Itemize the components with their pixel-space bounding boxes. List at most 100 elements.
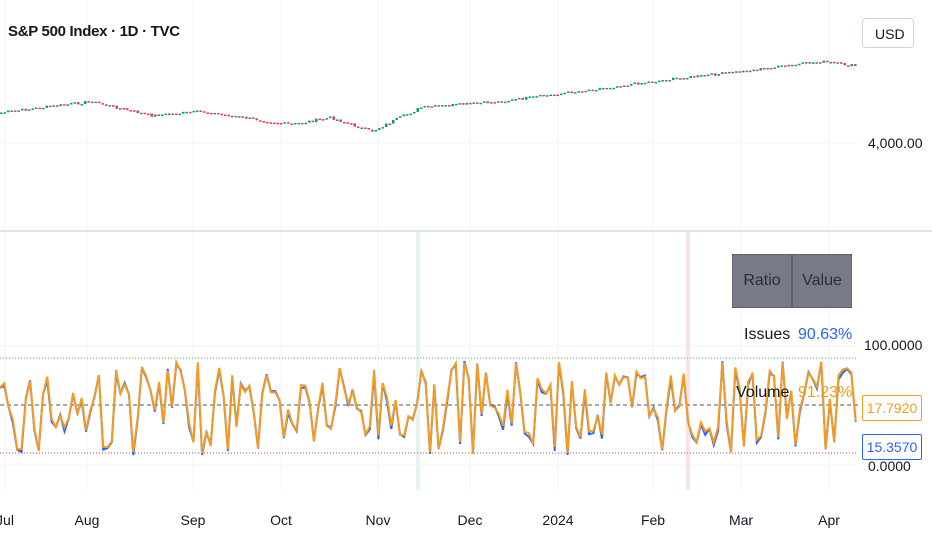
time-label: Aug <box>74 512 100 528</box>
price-candle <box>570 91 573 94</box>
price-candle <box>122 108 125 110</box>
price-candle <box>66 104 69 106</box>
price-candle <box>497 101 500 103</box>
price-candle <box>749 70 752 73</box>
price-candle <box>829 61 832 64</box>
price-candle <box>535 96 538 98</box>
price-candle <box>108 105 111 107</box>
price-candle <box>553 94 556 97</box>
price-candle <box>273 122 276 125</box>
price-candle <box>658 80 661 83</box>
price-candle <box>567 91 570 93</box>
price-candle <box>850 64 853 67</box>
price-candle <box>514 99 517 101</box>
price-candle <box>339 119 342 122</box>
price-candle <box>171 113 174 115</box>
price-candle <box>28 109 31 111</box>
price-candle <box>136 110 139 114</box>
volume-value-badge: 17.7920 <box>862 395 922 421</box>
price-candle <box>759 68 762 71</box>
price-candle <box>700 75 703 77</box>
price-candle <box>346 122 349 124</box>
price-candle <box>315 118 318 123</box>
price-candle <box>640 82 643 85</box>
price-candle <box>584 90 587 93</box>
price-candle <box>332 116 335 120</box>
price-candle <box>224 114 227 116</box>
price-candle <box>21 108 24 111</box>
price-candle <box>80 104 83 106</box>
price-candle <box>308 120 311 123</box>
price-candle <box>70 102 73 105</box>
price-candle <box>329 116 332 119</box>
price-candle <box>462 103 465 105</box>
price-candle <box>269 122 272 124</box>
price-candle <box>262 121 265 123</box>
price-candle <box>479 102 482 105</box>
price-candle <box>287 122 290 124</box>
price-candle <box>3 112 6 114</box>
price-candle <box>822 60 825 63</box>
price-candle <box>661 80 664 82</box>
price-candle <box>399 116 402 118</box>
price-candle <box>777 65 780 68</box>
price-candle <box>609 87 612 90</box>
price-candle <box>371 129 374 132</box>
price-candle <box>507 100 510 103</box>
time-label: Feb <box>640 512 666 528</box>
price-candle <box>140 112 143 115</box>
time-label: 2024 <box>542 512 574 528</box>
price-candle <box>742 70 745 73</box>
price-candle <box>402 114 405 117</box>
price-candle <box>546 95 549 97</box>
price-candle <box>588 89 591 92</box>
time-label: Dec <box>457 512 483 528</box>
price-candle <box>654 81 657 84</box>
price-candle <box>766 67 769 70</box>
price-candle <box>528 96 531 98</box>
price-candle <box>448 105 451 107</box>
price-candle <box>91 101 94 104</box>
price-candle <box>469 102 472 105</box>
price-candle <box>420 107 423 109</box>
price-candle <box>322 119 325 121</box>
price-candle <box>458 103 461 105</box>
price-candle <box>427 105 430 108</box>
price-candle <box>745 70 748 73</box>
price-candle <box>630 83 633 86</box>
price-candle <box>451 104 454 107</box>
price-candle <box>623 85 626 88</box>
table-header-ratio: Ratio <box>732 254 792 308</box>
price-candle <box>199 110 202 112</box>
price-candle <box>227 114 230 117</box>
price-candle <box>591 89 594 92</box>
price-candle <box>133 110 136 112</box>
price-candle <box>717 74 720 76</box>
price-candle <box>504 101 507 104</box>
price-candle <box>217 112 220 115</box>
price-candle <box>350 123 353 125</box>
price-candle <box>63 104 66 106</box>
price-candle <box>773 67 776 70</box>
price-candle <box>847 65 850 67</box>
price-candle <box>255 118 258 121</box>
price-candle <box>689 76 692 78</box>
price-candle <box>203 111 206 113</box>
price-candle <box>311 120 314 123</box>
price-candle <box>374 129 377 132</box>
price-candle <box>703 75 706 77</box>
price-candle <box>696 75 699 78</box>
price-candle <box>854 64 857 67</box>
row-label-volume: Volume <box>736 384 790 401</box>
price-candle <box>787 64 790 67</box>
currency-button[interactable]: USD <box>862 18 914 48</box>
price-candle <box>574 92 577 94</box>
price-candle <box>430 106 433 108</box>
time-label: Mar <box>728 512 754 528</box>
price-candle <box>0 112 3 114</box>
price-candle <box>98 101 101 104</box>
price-candle <box>686 77 689 80</box>
price-candle <box>129 110 132 112</box>
price-candle <box>168 113 171 116</box>
